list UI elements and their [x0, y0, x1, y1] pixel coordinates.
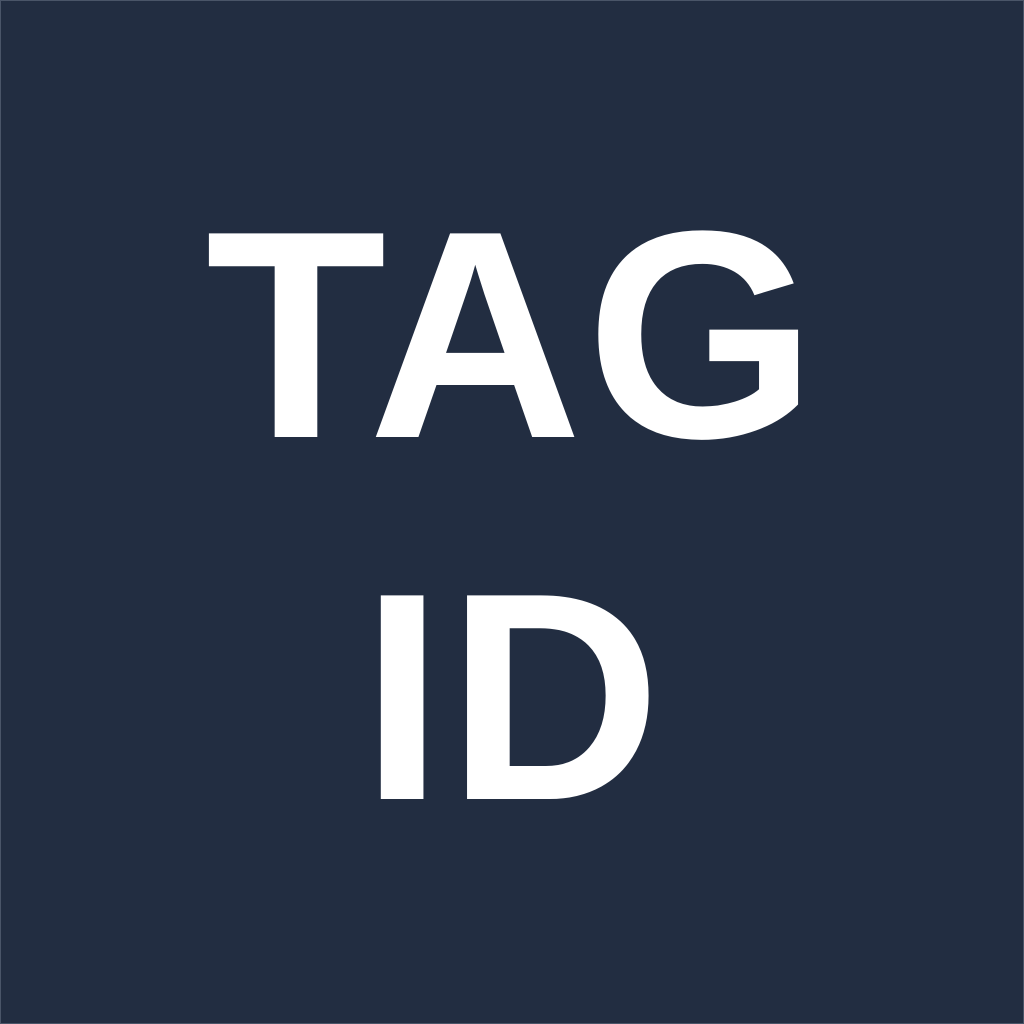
icon-text-id: ID [361, 531, 665, 862]
icon-text-tag: TAG [205, 169, 821, 500]
